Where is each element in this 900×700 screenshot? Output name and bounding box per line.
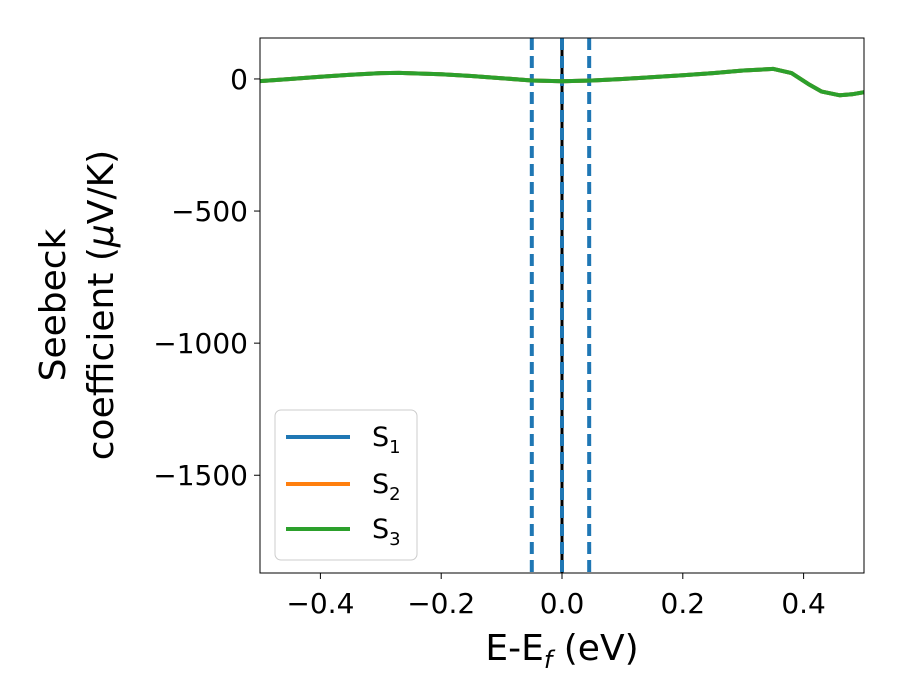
series-layer [260,66,864,98]
x-axis-ticks: −0.4 −0.2 0.0 0.2 0.4 [286,573,826,620]
legend-entry-s2: S2 [286,469,401,505]
reference-lines [529,38,592,573]
x-axis-title: E-Ef (eV) [485,628,638,674]
legend-label-s2: S2 [372,469,401,505]
x-tick-label: 0.2 [661,587,706,620]
series-line-s3 [260,66,864,98]
legend-label-s1: S1 [372,422,401,458]
y-tick-label: −1000 [153,327,248,360]
x-tick-label: −0.2 [407,587,475,620]
y-tick-label: 0 [230,63,248,96]
y-tick-label: −500 [171,195,248,228]
legend-entry-s1: S1 [286,422,401,458]
x-tick-label: 0.0 [540,587,585,620]
x-tick-label: −0.4 [286,587,354,620]
y-axis-title-line2: coefficient (μV/K) [81,150,122,460]
y-axis-title-mu: μ [81,224,122,248]
legend-entry-s3: S3 [286,514,401,550]
legend: S1 S2 S3 [274,409,418,561]
y-tick-label: −1500 [153,459,248,492]
x-tick-label: 0.4 [781,587,826,620]
x-axis-title-unit: (eV) [552,628,638,669]
legend-label-s3: S3 [372,514,401,550]
y-axis-title-line1: Seebeck [33,228,74,381]
y-axis-ticks: 0 −500 −1000 −1500 [153,63,260,492]
y-axis-title: Seebeck coefficient (μV/K) [33,150,122,460]
